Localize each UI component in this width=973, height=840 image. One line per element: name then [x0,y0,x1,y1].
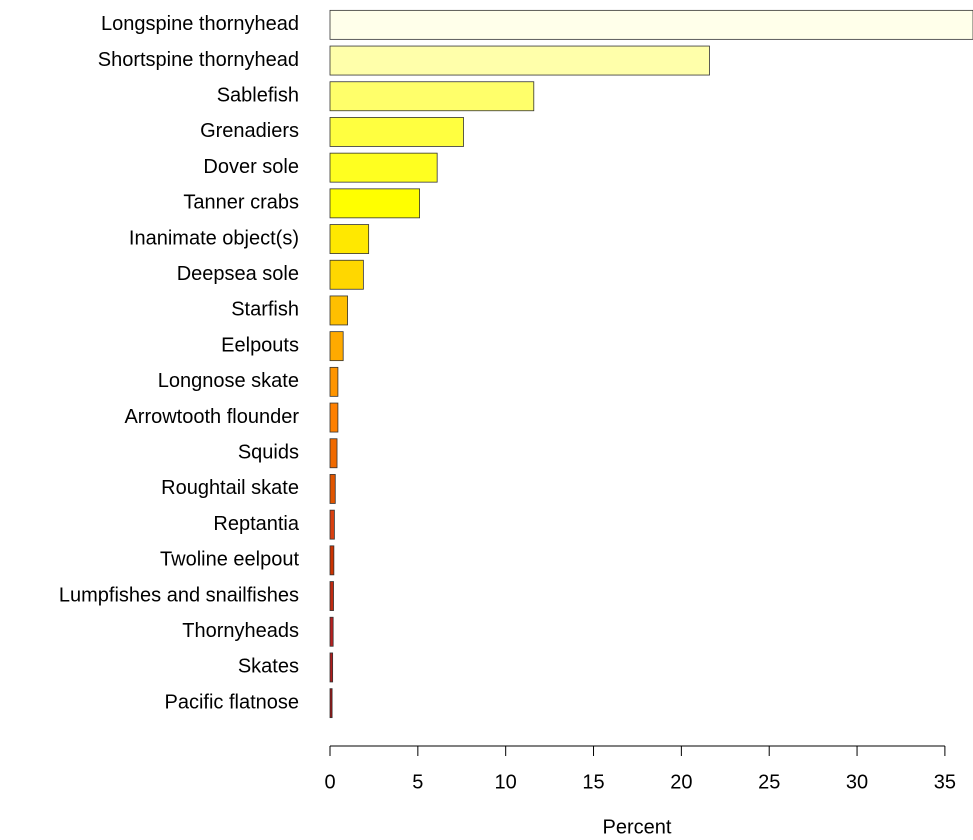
bar [329,366,339,397]
bar [329,652,334,683]
bar [329,581,334,611]
y-tick-label: Skates [238,656,299,678]
y-tick-label: Lumpfishes and snailfishes [59,584,299,606]
bar [329,259,364,290]
y-tick-label: Starfish [231,299,299,321]
x-tick-label: 25 [758,771,780,793]
y-tick-label: Arrowtooth flounder [124,406,299,428]
bar [329,545,335,576]
y-tick-label: Longnose skate [158,370,299,392]
bar [329,188,420,219]
y-tick-label: Eelpouts [221,334,299,356]
y-tick-label: Inanimate object(s) [129,227,299,249]
bar [329,616,334,647]
bar [329,474,336,504]
y-tick-label: Tanner crabs [183,192,299,214]
y-tick-label: Pacific flatnose [164,691,299,713]
bar [329,224,370,254]
bar [329,152,438,183]
y-tick-label: Longspine thornyhead [101,13,299,35]
y-tick-label: Shortspine thornyhead [98,49,299,71]
bar [329,688,333,719]
bar [329,509,335,540]
y-tick-label: Thornyheads [182,620,299,642]
bar [329,9,973,40]
y-tick-label: Roughtail skate [161,477,299,499]
y-tick-label: Twoline eelpout [160,549,299,571]
x-tick-label: 35 [934,771,956,793]
bar [329,81,535,112]
y-tick-label: Dover sole [203,156,299,178]
bar [329,295,348,326]
bar [329,438,338,469]
x-tick-label: 20 [670,771,692,793]
y-tick-label: Deepsea sole [177,263,299,285]
y-tick-label: Reptantia [213,513,299,535]
x-tick-label: 30 [846,771,868,793]
bar [329,402,339,433]
x-tick-label: 10 [495,771,517,793]
x-axis-label: Percent [603,816,672,838]
y-tick-label: Sablefish [217,85,299,107]
y-tick-label: Squids [238,442,299,464]
bar [329,45,710,76]
bar [329,117,464,147]
x-tick-label: 15 [582,771,604,793]
bar [329,331,344,362]
x-tick-label: 0 [324,771,335,793]
x-tick-label: 5 [412,771,423,793]
y-tick-label: Grenadiers [200,120,299,142]
